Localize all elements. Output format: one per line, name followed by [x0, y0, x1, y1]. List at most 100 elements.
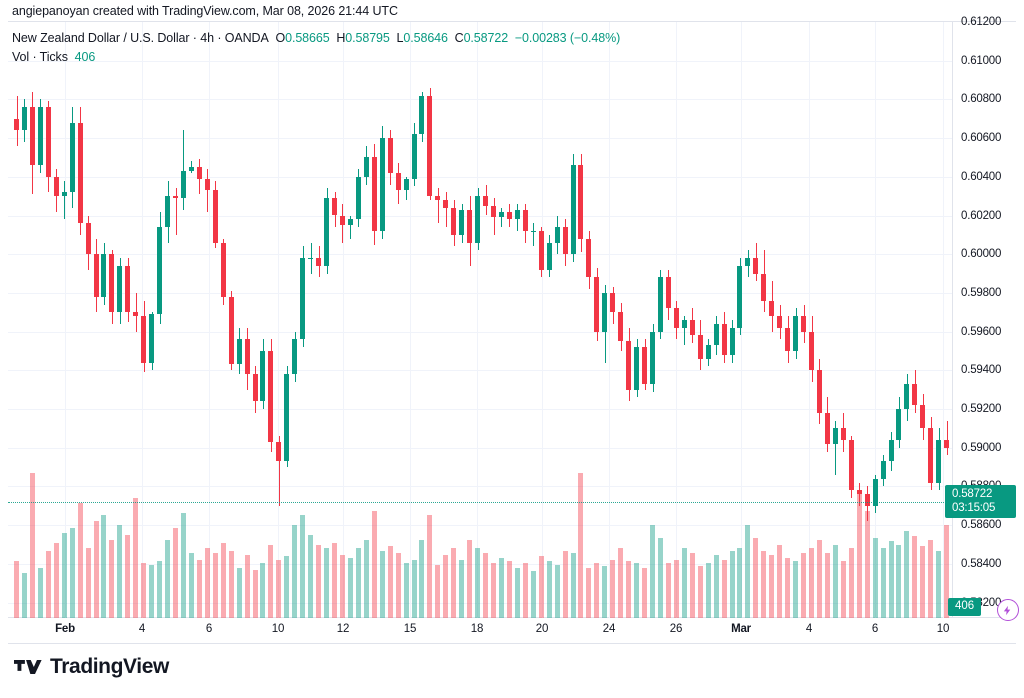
candle-wick: [437, 188, 439, 224]
candle-body: [467, 209, 473, 243]
realtime-lightning-icon[interactable]: [996, 599, 1019, 621]
volume-bar: [880, 548, 886, 618]
volume-bar: [85, 548, 91, 618]
current-price-badge[interactable]: 0.58722 03:15:05: [945, 484, 1016, 518]
gridline-horizontal: [8, 292, 952, 294]
candle-body: [681, 320, 687, 328]
volume-bar: [61, 533, 67, 618]
volume-bar: [785, 558, 791, 618]
volume-bar: [801, 553, 807, 618]
candle-body: [443, 200, 449, 208]
volume-badge[interactable]: 406: [948, 598, 982, 616]
candle-body: [642, 347, 648, 384]
candle-body: [713, 323, 719, 346]
candle-body: [944, 439, 950, 448]
volume-bar: [840, 561, 846, 618]
candle-body: [665, 277, 671, 309]
candle-body: [371, 157, 377, 231]
time-axis-label: 15: [403, 623, 417, 635]
gridline-vertical: [209, 22, 210, 618]
candle-body: [347, 219, 353, 226]
volume-bar: [689, 553, 695, 618]
candle-body: [538, 230, 544, 270]
candle-body: [824, 412, 830, 444]
candle-body: [141, 316, 147, 363]
candle-body: [37, 107, 43, 166]
candle-body: [816, 370, 822, 413]
volume-bar: [69, 528, 75, 618]
candle-body: [53, 176, 59, 197]
candle-body: [180, 171, 186, 199]
gridline-horizontal: [8, 254, 952, 256]
candle-body: [912, 383, 918, 406]
candle-body: [61, 192, 67, 197]
volume-bar: [133, 498, 139, 618]
candle-wick: [533, 223, 535, 247]
volume-bar: [339, 554, 345, 618]
candle-body: [451, 207, 457, 235]
candle-body: [546, 242, 552, 270]
candle-body: [506, 211, 512, 220]
volume-bar: [761, 551, 767, 618]
gridline-horizontal: [8, 563, 952, 565]
chart-frame[interactable]: 0.61200 0.61000 0.60800 0.60600 0.60400 0.602…: [8, 16, 1016, 618]
volume-bar: [427, 514, 433, 618]
volume-bar: [244, 554, 250, 618]
candle-body: [483, 196, 489, 206]
time-axis[interactable]: Feb 4 6 10 12 15 18 20 24 26 Mar 4 6 10: [8, 618, 1016, 644]
volume-bar: [578, 473, 584, 618]
candle-body: [133, 312, 139, 317]
gridline-vertical: [609, 22, 610, 618]
candle-body: [149, 314, 155, 363]
volume-bar: [228, 551, 234, 618]
attribution-text: angiepanoyan created with TradingView.co…: [12, 4, 398, 18]
volume-bar: [180, 513, 186, 618]
candle-body: [498, 211, 504, 218]
candle-body: [355, 176, 361, 220]
candle-body: [578, 165, 584, 239]
volume-bar: [300, 514, 306, 618]
volume-bar: [21, 573, 27, 618]
price-pane[interactable]: [8, 22, 952, 618]
candle-body: [848, 439, 854, 491]
candle-wick: [207, 169, 209, 212]
price-axis-label: 0.60400: [961, 170, 1002, 183]
candle-body: [228, 296, 234, 365]
candle-body: [832, 428, 838, 444]
volume-bar: [236, 568, 242, 618]
price-axis-label: 0.58600: [961, 519, 1002, 532]
bar-countdown: 03:15:05: [952, 501, 996, 514]
candle-wick: [278, 436, 280, 506]
volume-bar: [332, 543, 337, 618]
candle-body: [109, 254, 115, 313]
volume-bar: [864, 511, 870, 618]
volume-bar: [610, 559, 616, 618]
gridline-horizontal: [8, 176, 952, 178]
volume-bar: [165, 539, 171, 618]
candle-body: [339, 215, 345, 226]
candle-wick: [684, 316, 686, 346]
price-axis[interactable]: 0.61200 0.61000 0.60800 0.60600 0.60400 0.602…: [952, 16, 1024, 618]
candle-body: [379, 138, 385, 231]
gridline-vertical: [65, 22, 66, 618]
candle-body: [165, 196, 171, 228]
gridline-horizontal: [8, 370, 952, 372]
volume-bar: [777, 544, 783, 618]
volume-bar: [443, 554, 449, 618]
candle-body: [705, 345, 711, 359]
candle-body: [610, 292, 616, 313]
volume-bar: [602, 566, 608, 618]
candle-body: [29, 107, 35, 166]
gridline-horizontal: [8, 447, 952, 449]
volume-bar: [626, 561, 632, 618]
volume-bar: [93, 521, 99, 618]
volume-bar: [928, 539, 934, 618]
volume-bar: [936, 551, 942, 618]
candle-body: [920, 405, 926, 429]
candle-body: [101, 254, 107, 297]
volume-bar: [403, 563, 409, 618]
volume-bar: [522, 563, 528, 618]
price-axis-label: 0.60600: [961, 132, 1002, 145]
price-axis-label: 0.59400: [961, 364, 1002, 377]
volume-bar: [196, 559, 202, 618]
